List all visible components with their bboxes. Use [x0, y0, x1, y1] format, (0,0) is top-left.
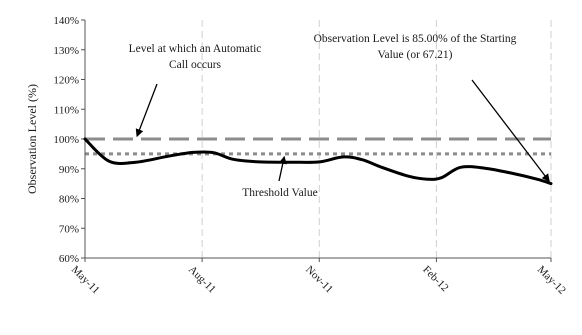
- y-axis-title: Observation Level (%): [25, 84, 39, 194]
- y-tick-label: 70%: [59, 223, 79, 235]
- y-tick-label: 120%: [53, 75, 79, 87]
- autocall-annotation: Level at which an Automatic Call occurs: [129, 43, 262, 138]
- final-observation-annotation: Observation Level is 85.00% of the Start…: [314, 33, 550, 183]
- annotations: Level at which an Automatic Call occurs Ob…: [129, 33, 550, 199]
- annotation-arrow: [471, 79, 550, 183]
- y-tick-label: 140%: [53, 15, 79, 27]
- y-tick-label: 90%: [59, 164, 79, 176]
- y-tick-label: 60%: [59, 253, 79, 265]
- series: [83, 137, 553, 186]
- x-tick-label: Nov-11: [303, 264, 335, 296]
- threshold-annotation: Threshold Value: [242, 155, 318, 199]
- x-tick-label: Feb-12: [420, 264, 451, 295]
- annotation-arrow: [135, 83, 158, 138]
- y-tick-label: 100%: [53, 134, 79, 146]
- annotation-text: Observation Level is 85.00% of the Start…: [314, 33, 517, 45]
- annotation-text: Call occurs: [169, 59, 222, 71]
- series-line: [83, 137, 553, 186]
- x-tick-label: May-11: [69, 264, 102, 297]
- annotation-text: Level at which an Automatic: [129, 43, 262, 55]
- annotation-arrow: [278, 155, 287, 182]
- y-tick-label: 80%: [59, 194, 79, 206]
- reference-lines: [85, 137, 551, 156]
- x-tick-label: May-12: [535, 264, 568, 297]
- annotation-text: Threshold Value: [242, 187, 317, 199]
- annotation-text: Value (or 67.21): [377, 49, 452, 61]
- y-tick-label: 130%: [53, 45, 79, 57]
- x-tick-label: Aug-11: [186, 264, 218, 296]
- y-tick-label: 110%: [54, 104, 79, 116]
- axes: 60% 70% 80% 90% 100% 110% 120% 130% 140% May-11 Au…: [53, 15, 568, 297]
